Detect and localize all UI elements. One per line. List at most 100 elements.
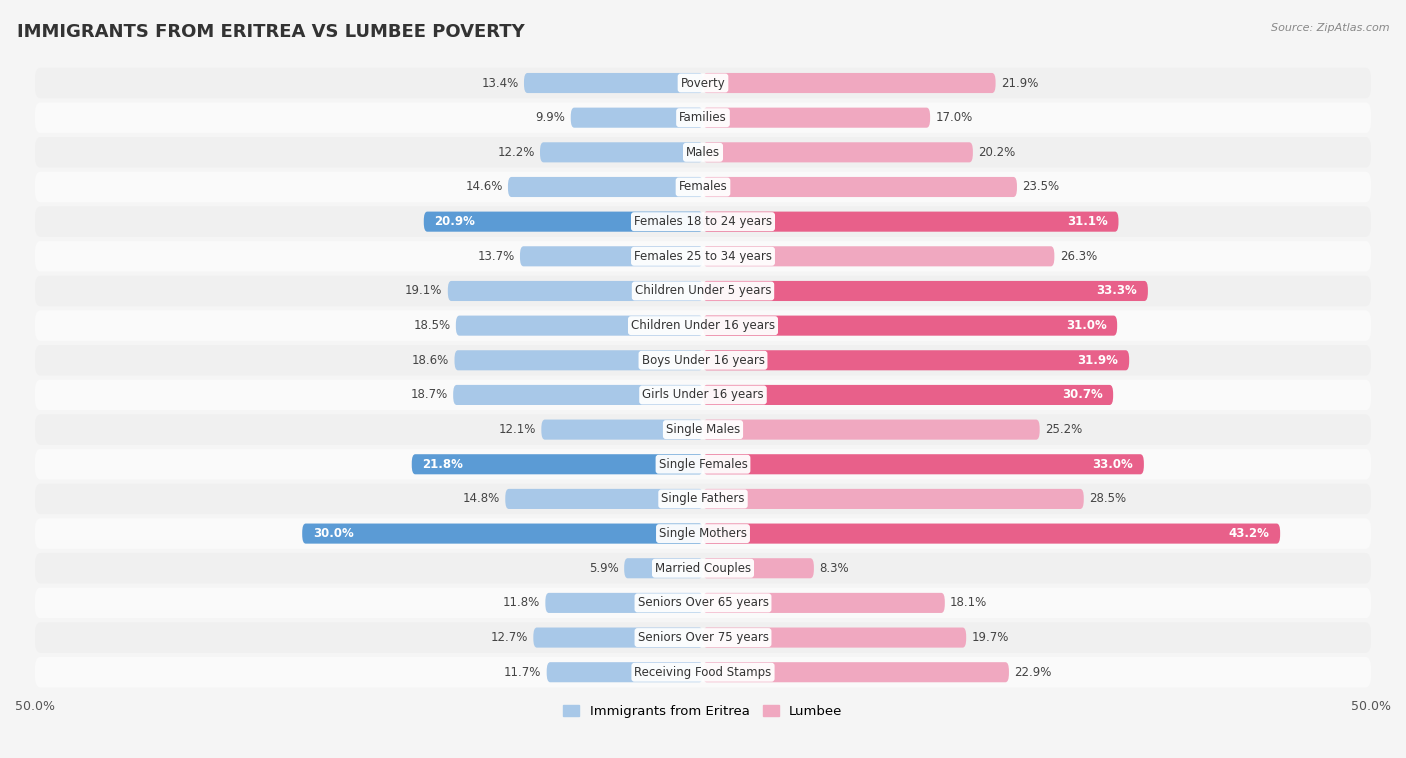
Text: 20.2%: 20.2% [979,146,1015,159]
FancyBboxPatch shape [35,484,1371,514]
FancyBboxPatch shape [35,380,1371,410]
FancyBboxPatch shape [703,177,1017,197]
Text: 22.9%: 22.9% [1014,666,1052,678]
Text: 13.7%: 13.7% [478,250,515,263]
FancyBboxPatch shape [35,518,1371,549]
FancyBboxPatch shape [423,211,703,232]
FancyBboxPatch shape [703,420,1039,440]
Text: Single Males: Single Males [666,423,740,436]
FancyBboxPatch shape [546,593,703,613]
Legend: Immigrants from Eritrea, Lumbee: Immigrants from Eritrea, Lumbee [558,700,848,723]
FancyBboxPatch shape [703,662,1010,682]
Text: 12.2%: 12.2% [498,146,534,159]
FancyBboxPatch shape [35,657,1371,688]
Text: 31.9%: 31.9% [1077,354,1119,367]
FancyBboxPatch shape [35,241,1371,271]
FancyBboxPatch shape [703,281,1147,301]
FancyBboxPatch shape [571,108,703,127]
Text: Families: Families [679,111,727,124]
Text: 18.7%: 18.7% [411,388,449,402]
FancyBboxPatch shape [35,553,1371,584]
Text: IMMIGRANTS FROM ERITREA VS LUMBEE POVERTY: IMMIGRANTS FROM ERITREA VS LUMBEE POVERT… [17,23,524,41]
Text: Males: Males [686,146,720,159]
FancyBboxPatch shape [35,102,1371,133]
FancyBboxPatch shape [703,524,1279,543]
Text: Children Under 16 years: Children Under 16 years [631,319,775,332]
FancyBboxPatch shape [412,454,703,475]
Text: 25.2%: 25.2% [1045,423,1083,436]
Text: Poverty: Poverty [681,77,725,89]
Text: 18.5%: 18.5% [413,319,450,332]
Text: Single Mothers: Single Mothers [659,527,747,540]
FancyBboxPatch shape [508,177,703,197]
FancyBboxPatch shape [703,315,1118,336]
Text: 43.2%: 43.2% [1229,527,1270,540]
FancyBboxPatch shape [35,206,1371,237]
FancyBboxPatch shape [533,628,703,647]
FancyBboxPatch shape [505,489,703,509]
FancyBboxPatch shape [35,345,1371,375]
Text: Females 25 to 34 years: Females 25 to 34 years [634,250,772,263]
FancyBboxPatch shape [703,143,973,162]
Text: 17.0%: 17.0% [935,111,973,124]
FancyBboxPatch shape [35,310,1371,341]
FancyBboxPatch shape [624,558,703,578]
Text: Children Under 5 years: Children Under 5 years [634,284,772,297]
Text: 19.7%: 19.7% [972,631,1010,644]
Text: 31.1%: 31.1% [1067,215,1108,228]
FancyBboxPatch shape [703,108,931,127]
FancyBboxPatch shape [703,558,814,578]
Text: 11.8%: 11.8% [503,597,540,609]
FancyBboxPatch shape [35,587,1371,619]
Text: 33.0%: 33.0% [1092,458,1133,471]
FancyBboxPatch shape [703,211,1119,232]
Text: 14.8%: 14.8% [463,493,501,506]
FancyBboxPatch shape [35,622,1371,653]
Text: 21.8%: 21.8% [422,458,464,471]
FancyBboxPatch shape [547,662,703,682]
Text: Girls Under 16 years: Girls Under 16 years [643,388,763,402]
FancyBboxPatch shape [703,73,995,93]
FancyBboxPatch shape [456,315,703,336]
FancyBboxPatch shape [454,350,703,371]
Text: 23.5%: 23.5% [1022,180,1060,193]
Text: 8.3%: 8.3% [820,562,849,575]
Text: 12.1%: 12.1% [499,423,536,436]
FancyBboxPatch shape [35,67,1371,99]
FancyBboxPatch shape [35,276,1371,306]
FancyBboxPatch shape [703,593,945,613]
FancyBboxPatch shape [35,137,1371,168]
FancyBboxPatch shape [703,489,1084,509]
Text: 26.3%: 26.3% [1060,250,1097,263]
Text: 9.9%: 9.9% [536,111,565,124]
Text: 30.7%: 30.7% [1062,388,1102,402]
Text: 11.7%: 11.7% [503,666,541,678]
FancyBboxPatch shape [35,172,1371,202]
Text: Females 18 to 24 years: Females 18 to 24 years [634,215,772,228]
Text: 14.6%: 14.6% [465,180,502,193]
FancyBboxPatch shape [703,246,1054,266]
Text: 12.7%: 12.7% [491,631,529,644]
FancyBboxPatch shape [541,420,703,440]
Text: 21.9%: 21.9% [1001,77,1038,89]
Text: Single Fathers: Single Fathers [661,493,745,506]
FancyBboxPatch shape [449,281,703,301]
FancyBboxPatch shape [520,246,703,266]
FancyBboxPatch shape [524,73,703,93]
FancyBboxPatch shape [703,350,1129,371]
Text: 19.1%: 19.1% [405,284,443,297]
FancyBboxPatch shape [35,415,1371,445]
FancyBboxPatch shape [540,143,703,162]
Text: 5.9%: 5.9% [589,562,619,575]
Text: Seniors Over 75 years: Seniors Over 75 years [637,631,769,644]
Text: 18.1%: 18.1% [950,597,987,609]
Text: Receiving Food Stamps: Receiving Food Stamps [634,666,772,678]
Text: Females: Females [679,180,727,193]
Text: 31.0%: 31.0% [1066,319,1107,332]
FancyBboxPatch shape [703,454,1144,475]
Text: 33.3%: 33.3% [1097,284,1137,297]
Text: 28.5%: 28.5% [1090,493,1126,506]
FancyBboxPatch shape [703,628,966,647]
Text: Married Couples: Married Couples [655,562,751,575]
Text: Boys Under 16 years: Boys Under 16 years [641,354,765,367]
